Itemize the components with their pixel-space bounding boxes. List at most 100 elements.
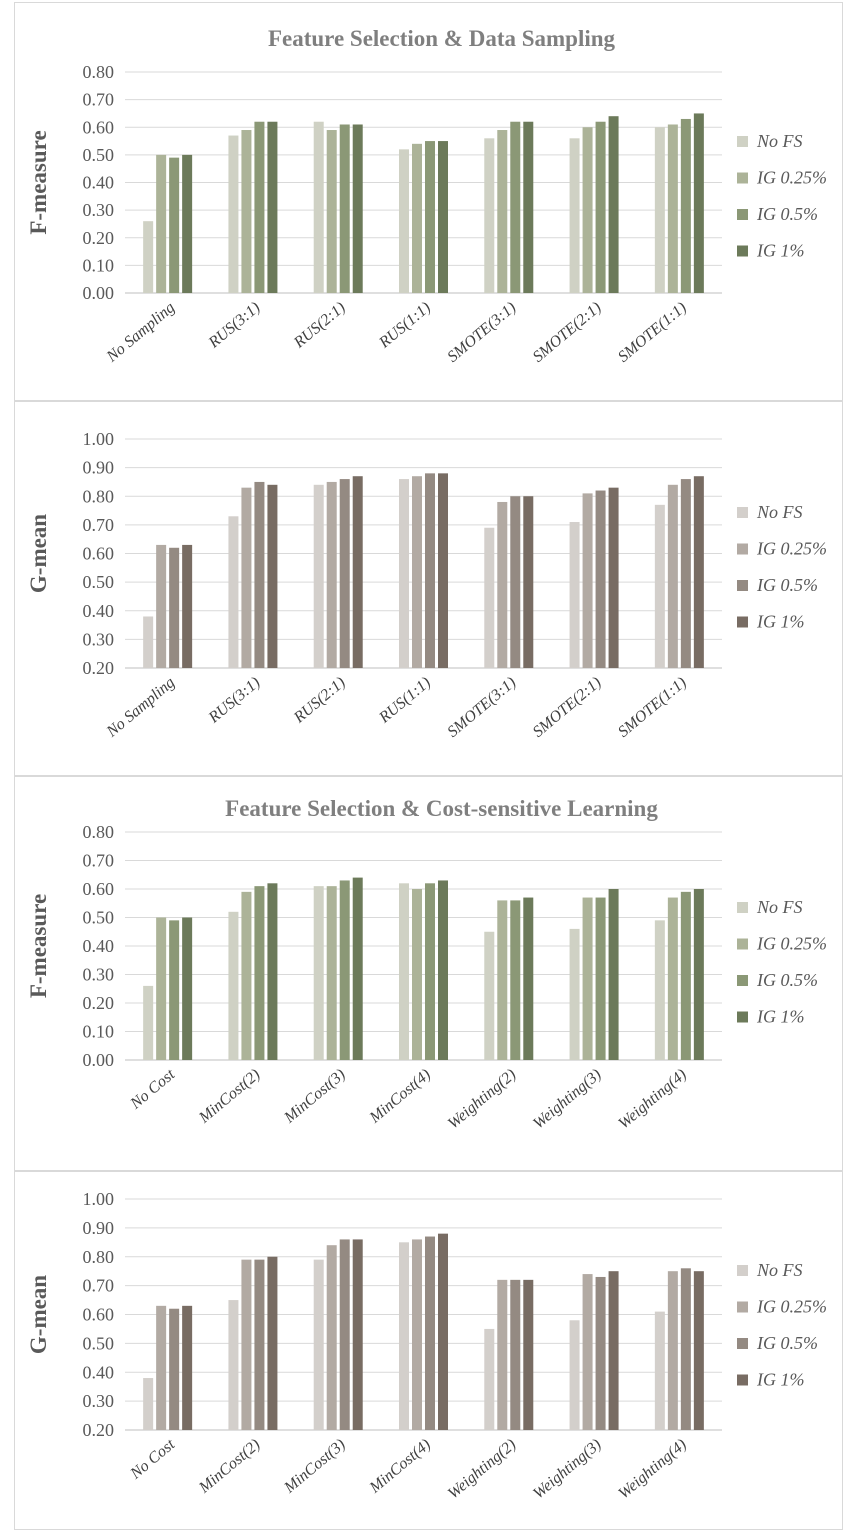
legend-swatch <box>737 1265 748 1276</box>
bar <box>352 476 363 668</box>
legend-label: IG 1% <box>756 612 805 632</box>
bar <box>667 897 678 1060</box>
legend-item: No FS <box>737 1260 803 1280</box>
legend-label: No FS <box>756 897 803 917</box>
y-tick-labels: 0.00 0.10 0.20 0.30 0.40 0.50 0.60 0.70 0.80 <box>83 822 115 1070</box>
legend-swatch <box>737 902 748 913</box>
legend-item: IG 0.25% <box>737 934 827 954</box>
bar <box>169 1308 180 1430</box>
legend-swatch <box>737 209 748 220</box>
chart-panel-4: 0.20 0.30 0.40 0.50 0.60 0.70 0.80 0.90 1.00 G-me… <box>14 1171 843 1530</box>
legend-label: IG 0.25% <box>756 168 827 188</box>
legend-item: No FS <box>737 131 803 151</box>
y-tick-label: 0.20 <box>83 228 115 248</box>
y-gridlines <box>125 1198 722 1402</box>
bar <box>654 127 665 293</box>
bar <box>582 127 593 293</box>
bar <box>143 616 154 668</box>
bar <box>241 1259 252 1430</box>
y-tick-label: 0.60 <box>83 1305 115 1325</box>
bar <box>667 1271 678 1430</box>
bar <box>484 527 495 668</box>
legend-label: IG 1% <box>756 1370 805 1390</box>
bar <box>680 479 691 668</box>
bar <box>169 547 180 668</box>
legend-label: IG 0.25% <box>756 934 827 954</box>
bar <box>339 479 350 668</box>
bar <box>425 1236 435 1430</box>
bar <box>228 135 239 293</box>
bar <box>523 897 534 1060</box>
bar <box>595 897 606 1060</box>
legend-label: IG 0.5% <box>756 970 818 990</box>
legend-label: No FS <box>756 1260 803 1280</box>
legend-item: No FS <box>737 897 803 917</box>
legend-label: IG 1% <box>756 241 805 261</box>
bar <box>156 154 167 293</box>
bar <box>352 124 363 293</box>
bar <box>412 1239 422 1430</box>
y-tick-label: 0.60 <box>83 879 115 899</box>
chart-title: Feature Selection & Cost-sensitive Learn… <box>225 796 658 821</box>
y-tick-label: 1.00 <box>83 429 115 449</box>
bar <box>326 130 337 293</box>
bar <box>156 917 167 1060</box>
bar <box>241 891 252 1060</box>
bar <box>582 1274 593 1430</box>
bar <box>438 473 448 668</box>
bar <box>484 1328 495 1430</box>
bar <box>182 544 193 668</box>
y-gridlines <box>125 831 722 1032</box>
bar <box>326 1245 337 1430</box>
bar <box>438 141 448 293</box>
bar <box>399 1242 409 1430</box>
chart-title: Feature Selection & Data Sampling <box>268 26 616 51</box>
y-tick-labels: 0.20 0.30 0.40 0.50 0.60 0.70 0.80 0.90 1.00 <box>83 1189 115 1440</box>
y-tick-label: 0.70 <box>83 515 115 535</box>
legend-item: IG 0.25% <box>737 1297 827 1317</box>
chart-panel-3: Feature Selection & Cost-sensitive Learn… <box>14 776 843 1171</box>
bar <box>497 501 508 668</box>
y-tick-label: 0.30 <box>83 200 115 220</box>
y-tick-label: 0.90 <box>83 1218 115 1238</box>
bar <box>438 1233 448 1430</box>
y-tick-label: 0.40 <box>83 173 115 193</box>
bar <box>654 1311 665 1430</box>
legend-item: IG 0.5% <box>737 1333 818 1353</box>
y-tick-label: 0.30 <box>83 629 115 649</box>
bar <box>313 484 324 668</box>
y-tick-label: 0.80 <box>83 62 115 82</box>
bar <box>595 490 606 668</box>
bar <box>143 221 154 293</box>
bar <box>339 1239 350 1430</box>
bar <box>228 911 239 1060</box>
legend-item: IG 1% <box>737 241 805 261</box>
legend-swatch <box>737 543 748 555</box>
legend-swatch <box>737 616 748 628</box>
y-tick-labels: 0.20 0.30 0.40 0.50 0.60 0.70 0.80 0.90 1.00 <box>83 429 115 678</box>
bar <box>693 113 704 293</box>
bar <box>608 1271 619 1430</box>
legend-swatch <box>737 1338 748 1349</box>
bar <box>654 504 665 668</box>
bar <box>156 544 167 668</box>
bar <box>510 900 521 1060</box>
y-axis-label: G-mean <box>26 514 51 593</box>
bar <box>569 928 580 1060</box>
bar <box>228 516 239 668</box>
y-tick-label: 0.50 <box>83 145 115 165</box>
bar <box>582 897 593 1060</box>
y-tick-label: 0.00 <box>83 283 115 303</box>
legend-swatch <box>737 1374 748 1386</box>
y-tick-label: 0.20 <box>83 658 115 678</box>
bar <box>313 1259 324 1430</box>
legend-label: IG 0.5% <box>756 204 818 224</box>
bar <box>497 1279 508 1430</box>
bar <box>352 877 363 1060</box>
bar <box>425 473 435 668</box>
legend-label: No FS <box>756 131 803 151</box>
legend-label: IG 0.5% <box>756 575 818 595</box>
bar <box>693 889 704 1060</box>
legend-label: IG 1% <box>756 1007 805 1027</box>
y-tick-label: 0.70 <box>83 1276 115 1296</box>
